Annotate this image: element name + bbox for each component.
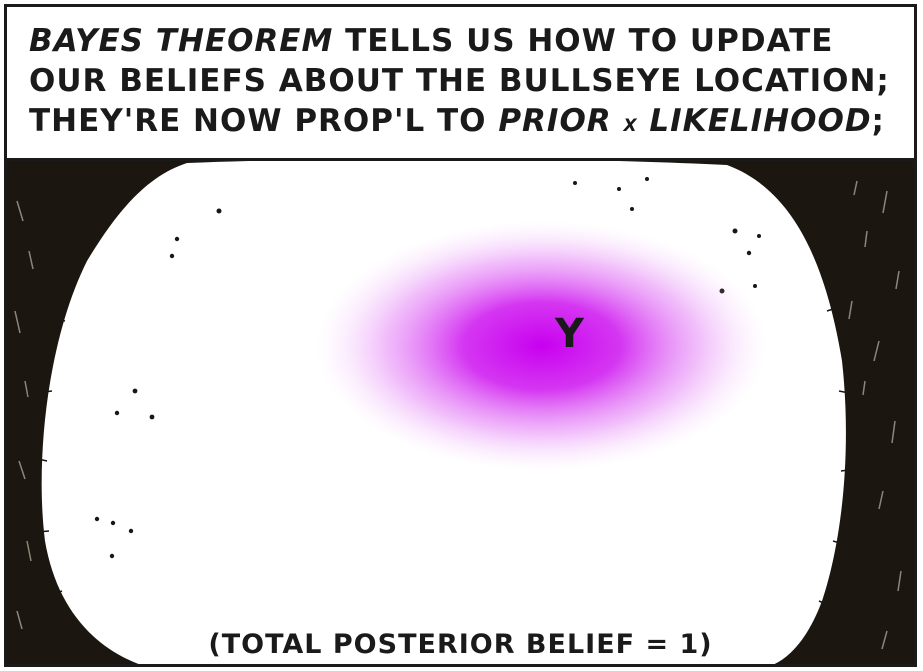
caption-semicolon: ; bbox=[871, 103, 885, 139]
caption-line-3: THEY'RE NOW PROP'L TO PRIOR x LIKELIHOOD… bbox=[29, 101, 894, 146]
caption-box: BAYES THEOREM TELLS US HOW TO UPDATE OUR… bbox=[7, 7, 914, 161]
caption-line-3-text: THEY'RE NOW PROP'L TO bbox=[29, 103, 499, 139]
caption-emphasis: BAYES THEOREM bbox=[29, 23, 334, 59]
posterior-density bbox=[317, 221, 767, 471]
caption-line-2: OUR BELIEFS ABOUT THE BULLSEYE LOCATION; bbox=[29, 63, 890, 99]
target-illustration bbox=[7, 161, 914, 664]
footnote: (TOTAL POSTERIOR BELIEF = 1) bbox=[208, 629, 713, 660]
target-specks bbox=[94, 177, 761, 559]
caption-times: x bbox=[623, 116, 638, 136]
caption-line-1-text: TELLS US HOW TO UPDATE bbox=[333, 23, 834, 59]
comic-panel: BAYES THEOREM TELLS US HOW TO UPDATE OUR… bbox=[4, 4, 917, 667]
caption-line-1: BAYES THEOREM TELLS US HOW TO UPDATE bbox=[29, 21, 894, 61]
caption-prior: PRIOR bbox=[498, 103, 612, 139]
observation-label: Y bbox=[555, 311, 584, 357]
caption-likelihood: LIKELIHOOD bbox=[649, 103, 872, 139]
background-texture bbox=[14, 180, 902, 650]
target-scene: Y (TOTAL POSTERIOR BELIEF = 1) bbox=[7, 161, 914, 664]
target-edge-hairs bbox=[24, 270, 864, 610]
